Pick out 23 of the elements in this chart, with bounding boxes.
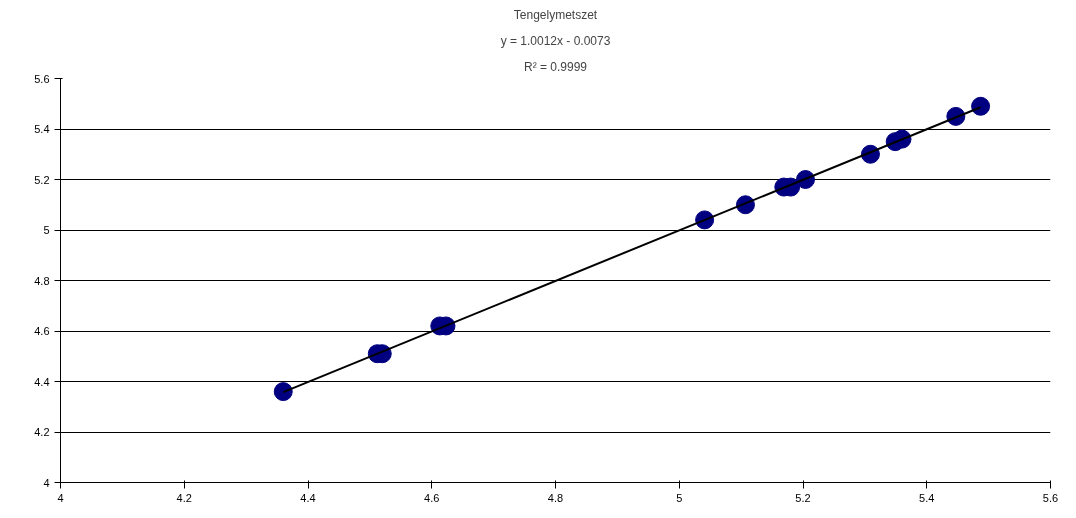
x-tick-label: 5.4 [919, 491, 935, 504]
x-tick-label: 5.6 [1042, 491, 1059, 504]
x-tick-label: 4.2 [176, 491, 192, 504]
y-tick-label: 4.2 [34, 426, 50, 438]
text: y = 1.0012x - 0.0073 [500, 33, 611, 48]
y-tick-label: 4 [43, 476, 50, 489]
text: Tengelymetszet [513, 7, 598, 22]
y-tick-label: 5.4 [34, 123, 50, 135]
y-tick-label: 5 [43, 224, 50, 236]
y-tick-label: 4.4 [34, 375, 50, 388]
x-tick-label: 4.6 [424, 491, 440, 504]
text: R² = 0.9999 [523, 59, 588, 74]
y-tick-label: 5.6 [34, 72, 50, 85]
x-tick-label: 5 [676, 491, 683, 504]
x-tick-label: 4 [57, 491, 64, 504]
y-tick-label: 5.2 [34, 173, 50, 186]
x-tick-label: 4.8 [547, 491, 564, 504]
point [971, 96, 991, 116]
point [273, 382, 293, 402]
y-tick-label: 4.8 [34, 274, 50, 287]
y-tick-label: 4.6 [34, 325, 50, 337]
x-tick-label: 5.2 [795, 491, 811, 504]
x-tick-label: 4.4 [300, 491, 316, 504]
